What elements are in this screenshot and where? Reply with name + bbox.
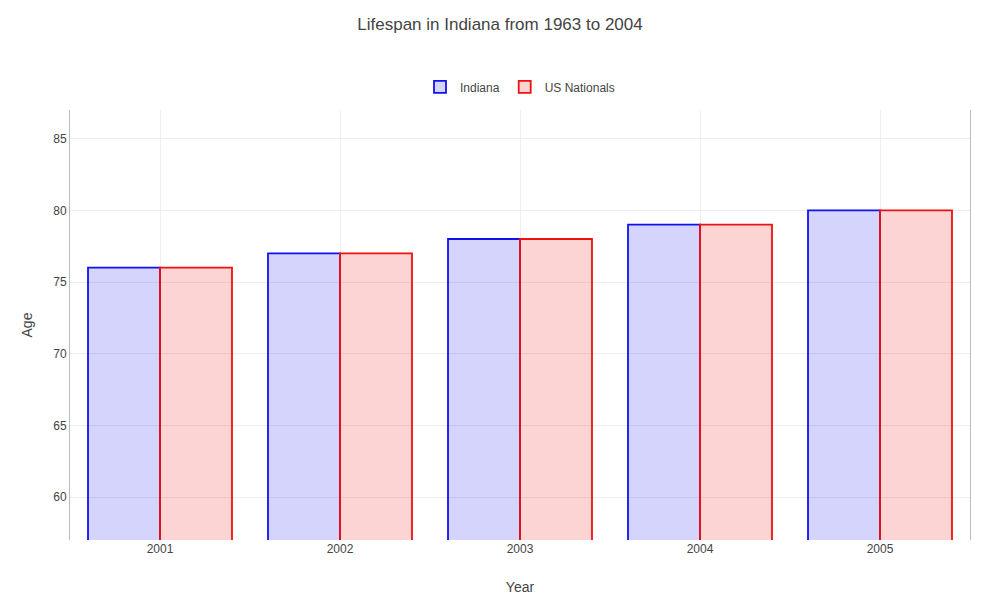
svg-text:60: 60 xyxy=(53,490,67,504)
svg-text:Year: Year xyxy=(506,579,535,595)
svg-text:2004: 2004 xyxy=(687,542,714,556)
svg-text:65: 65 xyxy=(53,419,67,433)
svg-text:US Nationals: US Nationals xyxy=(545,81,615,95)
svg-text:Lifespan in Indiana from 1963: Lifespan in Indiana from 1963 to 2004 xyxy=(357,15,642,34)
svg-text:75: 75 xyxy=(53,275,67,289)
svg-text:70: 70 xyxy=(53,347,67,361)
svg-text:80: 80 xyxy=(53,204,67,218)
svg-text:2001: 2001 xyxy=(147,542,174,556)
svg-text:85: 85 xyxy=(53,132,67,146)
svg-text:2002: 2002 xyxy=(327,542,354,556)
svg-text:Age: Age xyxy=(19,312,35,337)
svg-text:2005: 2005 xyxy=(867,542,894,556)
svg-text:Indiana: Indiana xyxy=(460,81,500,95)
svg-text:2003: 2003 xyxy=(507,542,534,556)
